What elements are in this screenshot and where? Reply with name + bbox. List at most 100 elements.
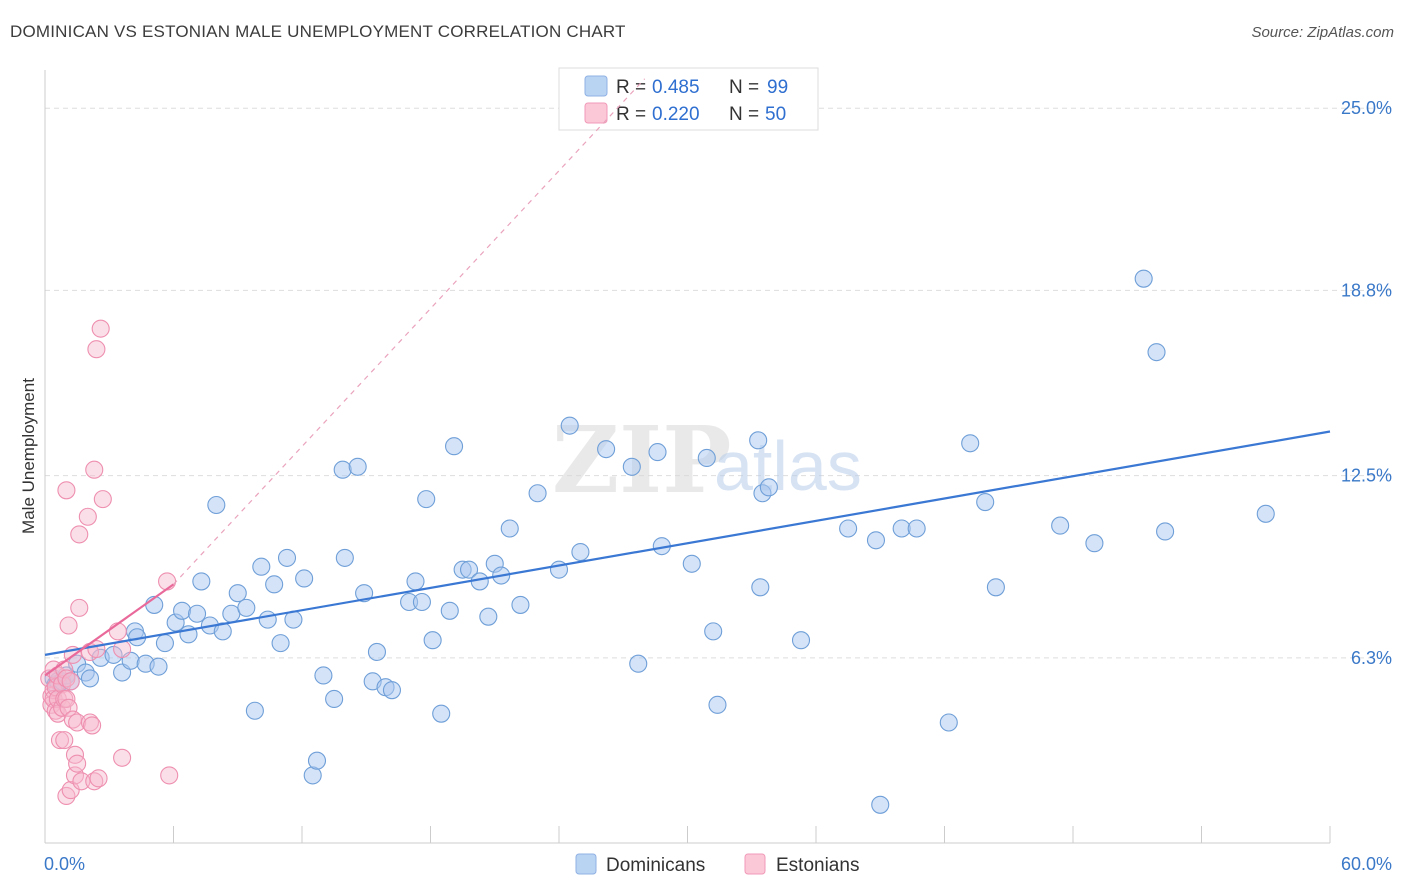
point-dominicans — [423, 631, 442, 650]
point-dominicans — [355, 584, 374, 603]
point-dominicans — [258, 610, 277, 629]
point-dominicans — [265, 575, 284, 594]
point-dominicans — [791, 631, 811, 650]
point-estonians — [59, 698, 78, 717]
point-dominicans — [188, 604, 207, 623]
point-dominicans — [155, 634, 174, 653]
point-dominicans — [277, 548, 297, 567]
point-dominicans — [1085, 534, 1104, 553]
bottom-legend-swatch-dominicans — [575, 853, 597, 875]
point-dominicans — [406, 572, 425, 591]
point-dominicans — [440, 601, 459, 620]
point-dominicans — [325, 689, 344, 709]
point-dominicans — [907, 519, 926, 538]
point-dominicans — [333, 460, 352, 479]
legend-r-label-estonians: R = — [616, 104, 646, 125]
point-dominicans — [173, 601, 192, 620]
legend: R = 0.485 N = 99 R = 0.220 N = 50 — [558, 67, 819, 131]
point-dominicans — [149, 657, 168, 676]
point-estonians — [70, 525, 89, 544]
point-dominicans — [1134, 269, 1153, 288]
y-tick-labels: 6.3% 12.5% 18.8% 25.0% — [1341, 98, 1392, 668]
point-estonians — [89, 769, 108, 788]
point-dominicans — [314, 666, 333, 685]
point-dominicans — [500, 519, 519, 538]
y-axis-title: Male Unemployment — [19, 378, 38, 534]
point-dominicans — [237, 598, 256, 617]
point-dominicans — [252, 557, 271, 576]
trendlines — [44, 78, 1331, 677]
point-estonians — [50, 731, 70, 750]
point-dominicans — [759, 478, 778, 497]
legend-n-label-estonians: N = — [729, 104, 759, 125]
point-dominicans — [192, 572, 211, 591]
point-dominicans — [80, 669, 100, 688]
x-tick-label-min: 0.0% — [44, 854, 85, 874]
point-estonians — [68, 713, 87, 732]
point-dominicans — [445, 437, 464, 456]
point-estonians — [80, 713, 100, 732]
legend-n-dominicans: 99 — [767, 77, 788, 98]
legend-r-label-dominicans: R = — [616, 77, 646, 98]
watermark-atlas: atlas — [714, 427, 862, 505]
point-dominicans — [1256, 504, 1275, 523]
point-dominicans — [367, 642, 387, 662]
bottom-legend-estonians: Estonians — [776, 855, 859, 876]
point-dominicans — [871, 795, 890, 814]
point-estonians — [83, 716, 102, 735]
point-dominicans — [939, 713, 958, 732]
point-dominicans — [1051, 516, 1070, 535]
point-dominicans — [245, 701, 264, 720]
point-dominicans — [417, 490, 436, 509]
data-points — [40, 269, 1275, 814]
point-dominicans — [560, 416, 579, 435]
point-dominicans — [307, 751, 327, 770]
point-estonians — [91, 319, 110, 338]
point-dominicans — [708, 695, 727, 714]
trendline-dominicans — [44, 430, 1331, 656]
point-estonians — [158, 572, 177, 591]
point-estonians — [61, 672, 80, 691]
point-dominicans — [335, 548, 354, 567]
point-estonians — [65, 745, 85, 764]
point-estonians — [59, 616, 78, 635]
x-tick-label-max: 60.0% — [1341, 854, 1392, 874]
y-tick-label: 18.8% — [1341, 280, 1392, 300]
point-dominicans — [622, 457, 641, 476]
legend-n-label-dominicans: N = — [729, 77, 759, 98]
point-dominicans — [648, 443, 667, 462]
point-dominicans — [348, 457, 367, 476]
point-dominicans — [597, 440, 616, 459]
legend-r-estonians: 0.220 — [652, 104, 700, 125]
point-dominicans — [986, 578, 1005, 597]
point-dominicans — [1147, 343, 1166, 362]
legend-swatch-estonians — [584, 102, 608, 124]
point-dominicans — [1156, 522, 1175, 541]
point-dominicans — [207, 495, 226, 515]
point-dominicans — [682, 554, 701, 573]
point-estonians — [160, 766, 179, 785]
point-dominicans — [412, 592, 431, 612]
point-dominicans — [479, 607, 498, 626]
point-dominicans — [382, 681, 402, 700]
point-dominicans — [839, 519, 858, 538]
y-tick-label: 25.0% — [1341, 98, 1392, 118]
point-dominicans — [976, 493, 995, 512]
legend-n-estonians: 50 — [765, 104, 786, 125]
legend-swatch-dominicans — [584, 75, 608, 97]
point-dominicans — [629, 654, 648, 673]
point-estonians — [72, 772, 91, 791]
bottom-legend: Dominicans Estonians — [575, 853, 859, 876]
point-dominicans — [228, 584, 247, 603]
point-dominicans — [511, 595, 530, 614]
point-estonians — [55, 731, 74, 750]
point-estonians — [70, 598, 89, 617]
point-estonians — [78, 507, 97, 526]
y-tick-label: 6.3% — [1351, 648, 1392, 668]
point-estonians — [53, 698, 72, 717]
point-dominicans — [271, 634, 290, 653]
chart-source: Source: ZipAtlas.com — [1251, 24, 1394, 41]
point-dominicans — [961, 434, 980, 453]
bottom-legend-dominicans: Dominicans — [606, 855, 705, 876]
